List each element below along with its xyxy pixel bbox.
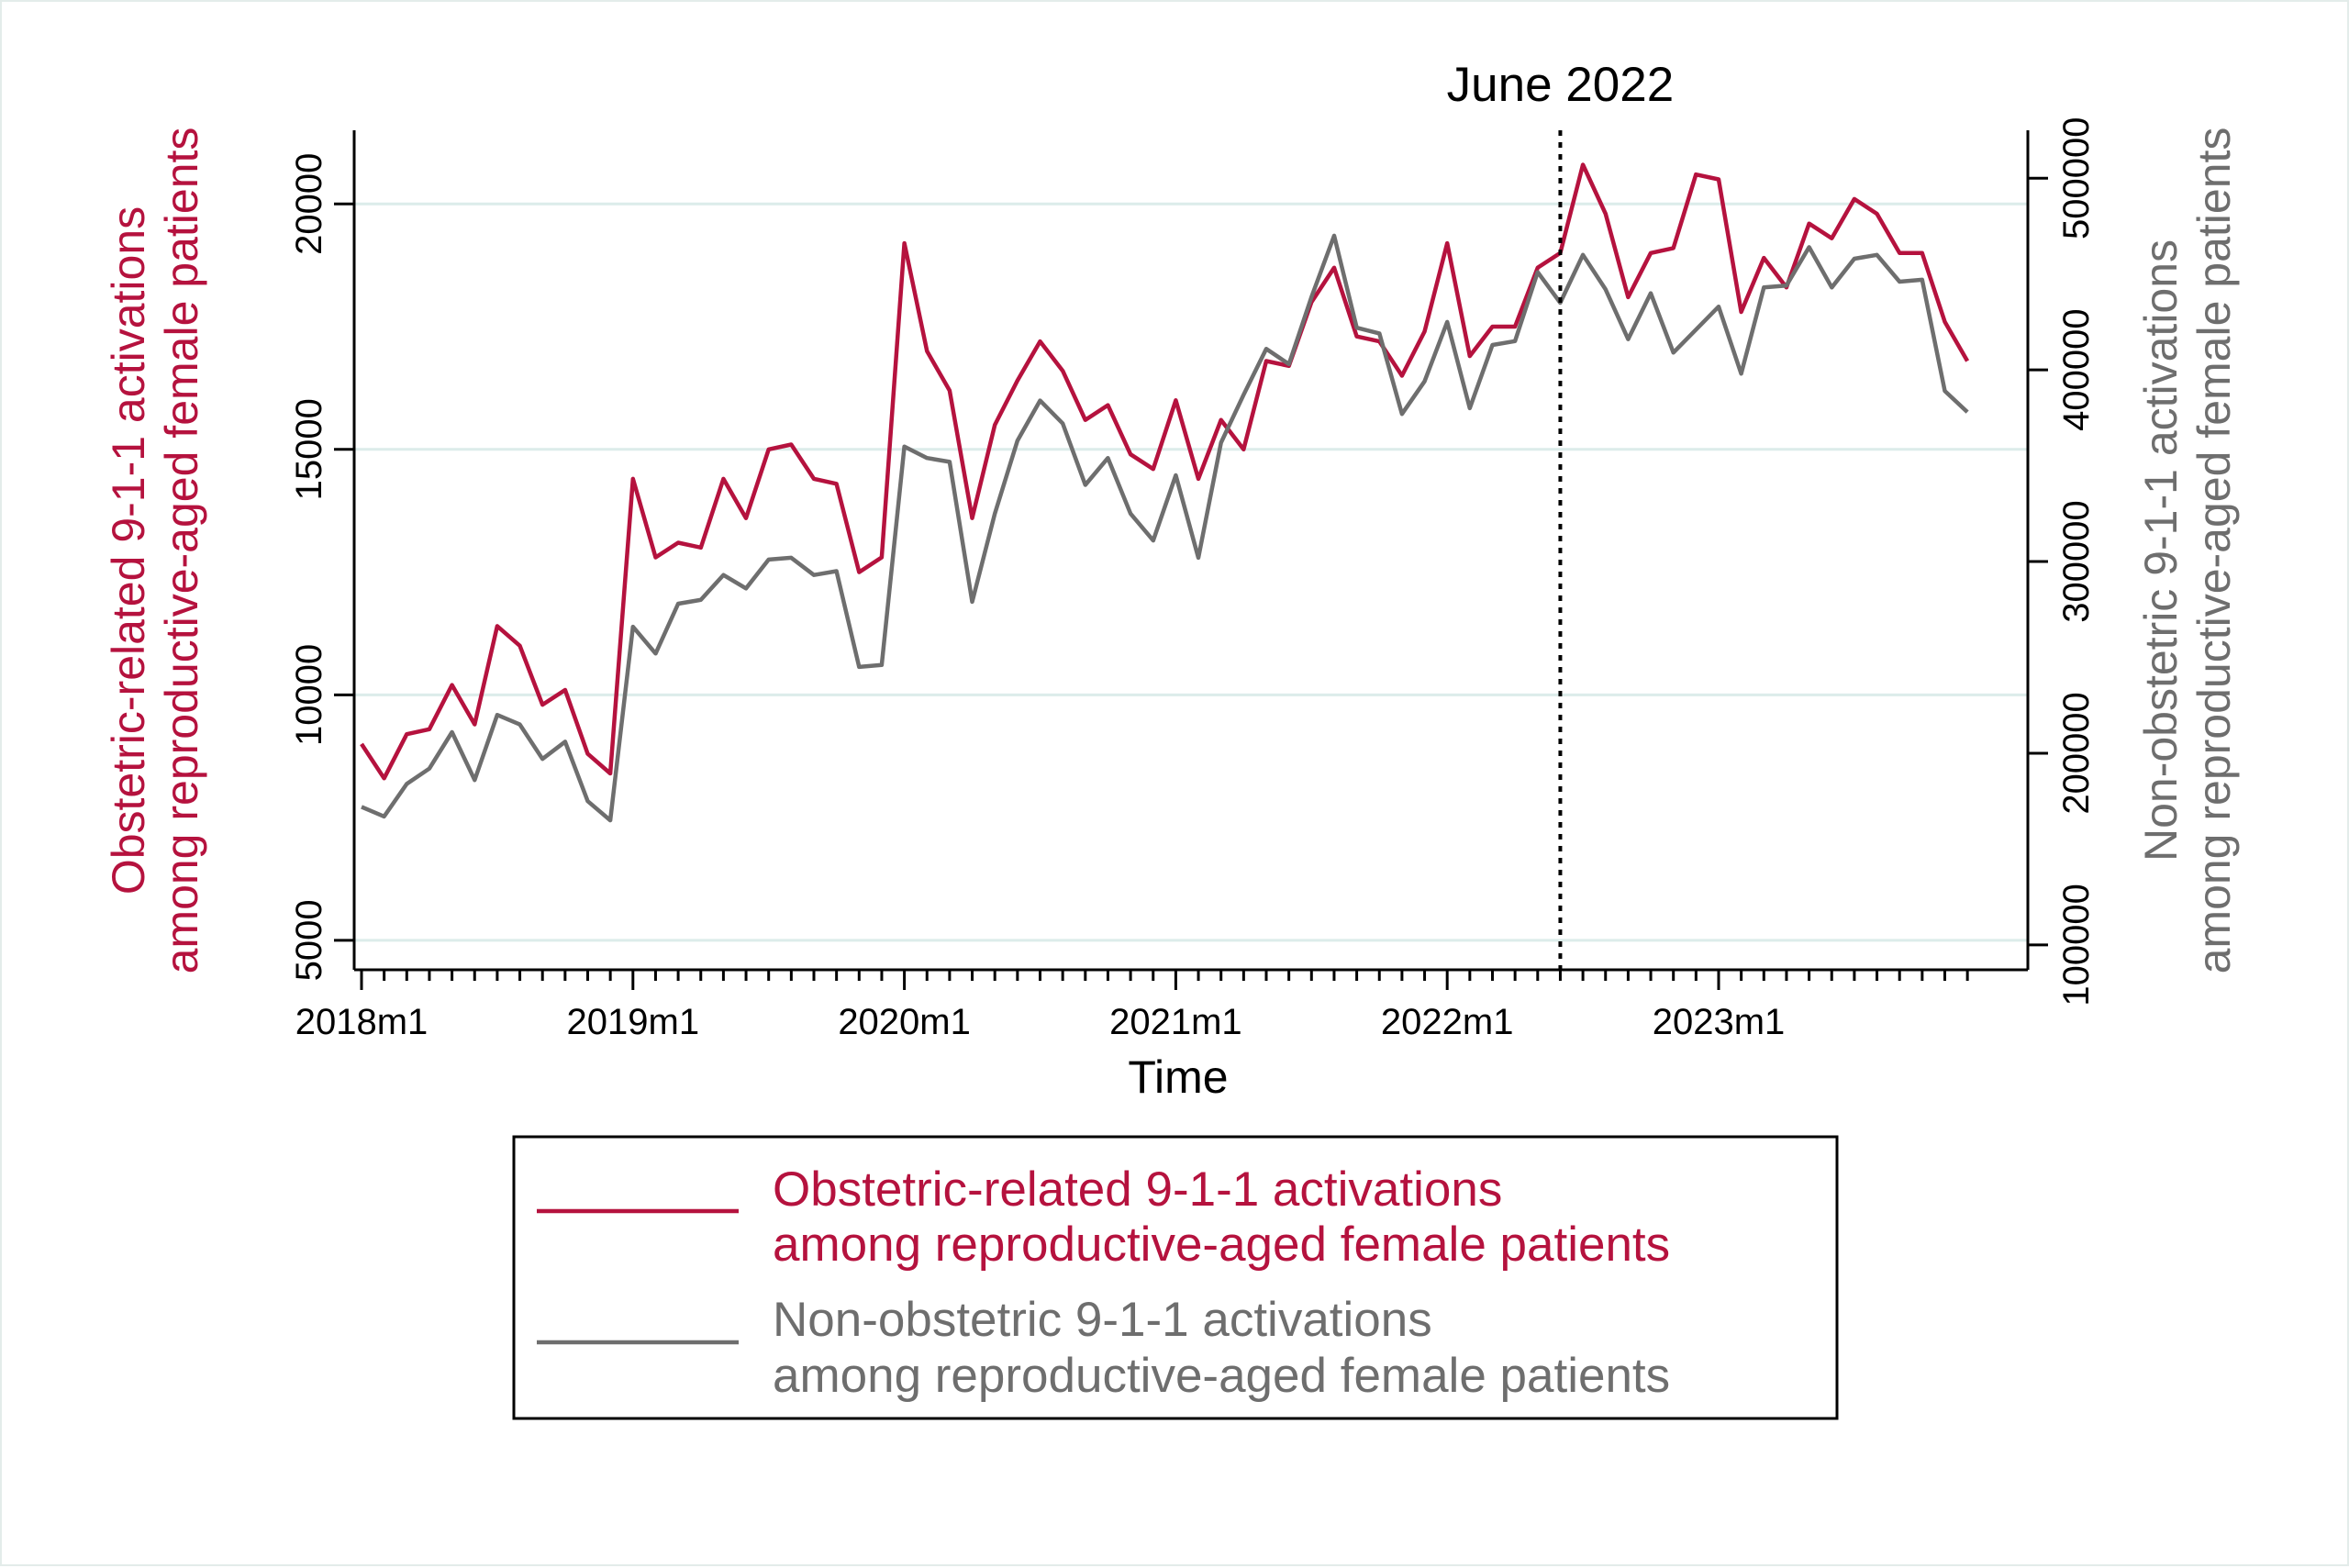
- y-axis-title-left-line: Obstetric-related 9-1-1 activations: [103, 206, 154, 895]
- y-axis-title-left-line: among reproductive-aged female patients: [156, 128, 207, 974]
- y-left-tick-label: 5000: [289, 899, 329, 981]
- y-right-tick-label: 500000: [2056, 117, 2097, 239]
- y-right-tick-label: 200000: [2056, 692, 2097, 814]
- x-tick-label: 2023m1: [1653, 1002, 1786, 1042]
- y-axis-title-right: Non-obstetric 9-1-1 activationsamong rep…: [2135, 128, 2240, 974]
- y-left-tick-label: 20000: [289, 153, 329, 255]
- legend-label-obstetric: Obstetric-related 9-1-1 activations among…: [773, 1162, 1670, 1272]
- x-tick-label: 2022m1: [1381, 1002, 1514, 1042]
- x-tick-label: 2021m1: [1109, 1002, 1242, 1042]
- series-line-obstetric: [360, 162, 1970, 781]
- y-right-tick-label: 300000: [2056, 500, 2097, 622]
- x-axis-title: Time: [1128, 1051, 1228, 1103]
- x-tick-label: 2018m1: [295, 1002, 429, 1042]
- y-axis-title-left: Obstetric-related 9-1-1 activationsamong…: [103, 128, 207, 974]
- y-axis-title-right-line: Non-obstetric 9-1-1 activations: [2135, 239, 2187, 862]
- y-left-tick-label: 15000: [289, 398, 329, 500]
- legend-label-non-obstetric: Non-obstetric 9-1-1 activations among rep…: [773, 1293, 1670, 1403]
- y-axis-title-right-line: among reproductive-aged female patients: [2188, 128, 2240, 974]
- y-right-tick-label: 400000: [2056, 308, 2097, 430]
- legend-label-line: Non-obstetric 9-1-1 activations: [773, 1293, 1432, 1347]
- series-line-non-obstetric: [361, 233, 1969, 823]
- legend-label-line: Obstetric-related 9-1-1 activations: [773, 1162, 1502, 1217]
- annotation-label: June 2022: [1447, 58, 1675, 112]
- legend-box: [512, 1135, 1839, 1420]
- y-right-tick-label: 100000: [2056, 884, 2097, 1006]
- y-left-tick-label: 10000: [289, 644, 329, 746]
- legend-label-line: among reproductive-aged female patients: [773, 1218, 1670, 1272]
- x-tick-label: 2019m1: [567, 1002, 700, 1042]
- legend-label-line: among reproductive-aged female patients: [773, 1349, 1670, 1403]
- x-tick-label: 2020m1: [838, 1002, 971, 1042]
